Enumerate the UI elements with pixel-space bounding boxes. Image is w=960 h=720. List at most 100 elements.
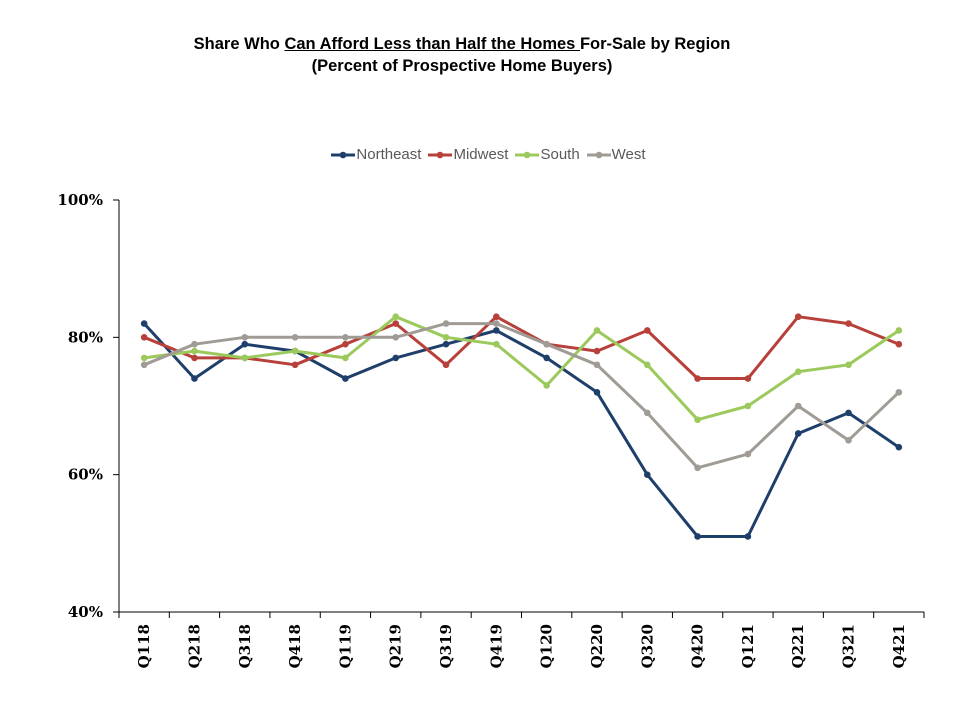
series-line-midwest <box>142 315 901 380</box>
legend-swatch-south <box>515 151 540 159</box>
x-tick-label: Q420 <box>689 624 707 668</box>
data-point-south <box>442 334 450 341</box>
data-point-west <box>442 320 450 327</box>
data-point-west <box>342 334 349 341</box>
chart-title: Share Who Can Afford Less than Half the … <box>0 33 924 77</box>
legend-label-west: West <box>611 146 646 163</box>
legend-item-northeast: Northeast <box>330 146 421 163</box>
data-point-northeast <box>694 533 701 540</box>
data-point-northeast <box>392 354 400 362</box>
legend: Northeast Midwest South West <box>0 146 960 163</box>
legend-label-midwest: Midwest <box>453 146 509 163</box>
legend-swatch-northeast <box>331 151 356 159</box>
series-line-west <box>142 322 901 470</box>
data-point-west <box>744 450 752 458</box>
data-point-midwest <box>593 347 601 355</box>
data-point-west <box>845 437 852 444</box>
x-tick-label: Q418 <box>286 624 304 668</box>
data-point-south <box>191 347 198 355</box>
legend-label-south: South <box>540 146 580 163</box>
data-point-northeast <box>895 443 903 451</box>
data-point-south <box>694 416 701 424</box>
chart-subtitle: (Percent of Prospective Home Buyers) <box>311 57 613 75</box>
data-point-midwest <box>694 375 701 382</box>
y-tick-label: 100% <box>57 191 103 209</box>
data-point-south <box>543 382 550 389</box>
data-point-northeast <box>794 430 802 437</box>
data-point-northeast <box>140 320 148 327</box>
data-point-south <box>291 347 299 355</box>
data-point-south <box>493 340 500 348</box>
legend-swatch-west <box>586 151 611 159</box>
x-tick-label: Q321 <box>840 624 858 668</box>
x-tick-label: Q421 <box>890 624 908 668</box>
x-tick-label: Q120 <box>538 624 556 668</box>
y-tick-label: 80% <box>68 328 103 346</box>
data-point-south <box>643 361 651 369</box>
x-tick-label: Q319 <box>437 624 455 668</box>
x-tick-label: Q218 <box>185 624 203 668</box>
data-point-midwest <box>643 327 651 334</box>
data-point-midwest <box>794 313 802 321</box>
data-point-midwest <box>895 340 903 348</box>
x-tick-label: Q221 <box>789 624 807 668</box>
data-point-midwest <box>191 354 198 362</box>
legend-swatch-midwest <box>428 151 453 159</box>
legend-label-northeast: Northeast <box>356 146 422 163</box>
data-point-south <box>342 354 349 362</box>
data-point-midwest <box>744 375 752 382</box>
title-underlined: Can Afford Less than Half the Homes <box>284 35 580 53</box>
legend-item-midwest: Midwest <box>427 146 508 163</box>
x-tick-label: Q219 <box>387 624 405 668</box>
data-point-west <box>140 361 148 369</box>
data-point-south <box>744 402 752 410</box>
legend-item-south: South <box>514 146 580 163</box>
x-tick-label: Q220 <box>588 624 606 668</box>
data-point-midwest <box>140 334 148 341</box>
data-point-south <box>845 361 852 369</box>
legend-item-west: West <box>586 146 646 163</box>
data-point-northeast <box>845 409 852 417</box>
data-point-west <box>543 340 550 348</box>
data-point-west <box>694 464 701 472</box>
data-point-midwest <box>493 313 500 321</box>
data-point-northeast <box>593 388 601 396</box>
data-point-northeast <box>744 533 752 540</box>
data-point-northeast <box>241 340 249 348</box>
title-suffix: For-Sale by Region <box>579 35 731 53</box>
data-point-west <box>895 388 903 396</box>
x-tick-label: Q119 <box>336 624 354 668</box>
data-point-south <box>593 327 601 334</box>
data-point-west <box>493 320 500 327</box>
data-point-northeast <box>493 327 500 334</box>
data-point-northeast <box>643 471 651 478</box>
data-point-west <box>291 334 299 341</box>
data-point-northeast <box>342 375 349 382</box>
series-line-northeast <box>142 322 901 538</box>
title-prefix: Share Who <box>193 35 285 53</box>
data-point-west <box>794 402 802 410</box>
data-point-northeast <box>191 375 198 382</box>
data-point-midwest <box>392 320 400 327</box>
data-point-northeast <box>543 354 550 362</box>
x-tick-label: Q419 <box>487 624 505 668</box>
data-point-west <box>392 334 400 341</box>
data-point-south <box>794 368 802 375</box>
x-tick-label: Q118 <box>135 624 153 668</box>
data-point-south <box>895 327 903 334</box>
y-tick-label: 60% <box>68 466 103 484</box>
data-point-south <box>140 354 148 362</box>
data-point-south <box>241 354 249 362</box>
title-main: Share Who Can Afford Less than Half the … <box>0 33 924 55</box>
data-point-south <box>392 313 400 321</box>
data-point-midwest <box>845 320 852 327</box>
data-point-northeast <box>442 340 450 348</box>
data-point-west <box>191 340 198 348</box>
data-point-west <box>241 334 249 341</box>
data-point-midwest <box>342 340 349 348</box>
x-tick-label: Q121 <box>739 624 757 668</box>
data-point-midwest <box>291 361 299 369</box>
x-tick-label: Q320 <box>638 624 656 668</box>
data-point-west <box>593 361 601 369</box>
